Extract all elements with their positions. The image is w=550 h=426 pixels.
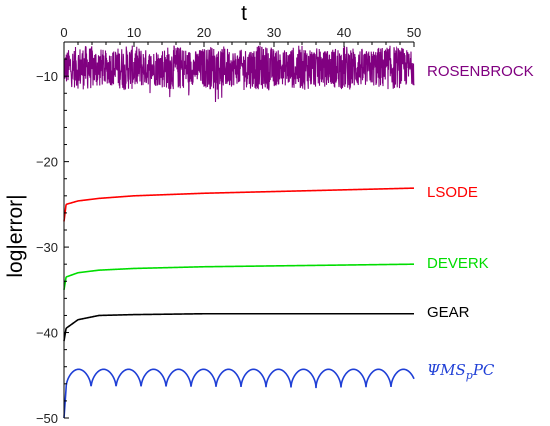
series-psims-line (63, 368, 415, 419)
series-label-psims-sub: p (466, 369, 473, 382)
x-tick-label: 50 (407, 25, 421, 40)
series-lsode-line (63, 187, 415, 222)
series-label-psims-main: ΨMS (427, 361, 466, 379)
x-tick-label: 0 (60, 25, 67, 40)
y-tick-label: −40 (36, 326, 58, 341)
series-labels: ROSENBROCK LSODE DEVERK GEAR ΨMSpPC (427, 63, 534, 382)
y-tick-label: −20 (36, 155, 58, 170)
y-tick-label: −50 (36, 411, 58, 426)
x-tick-label: 40 (337, 25, 351, 40)
x-axis-title: t (241, 2, 247, 25)
series-label-psims: ΨMSpPC (427, 361, 495, 382)
ticks-group: 0 10 20 30 40 50 −10 −20 −30 −40 −50 (36, 25, 421, 426)
series-label-psims-tail: PC (472, 361, 495, 379)
y-tick-label: −30 (36, 240, 58, 255)
series-label-lsode: LSODE (427, 184, 478, 201)
y-axis-title: log|error| (4, 194, 27, 277)
series-gear-line (63, 312, 414, 342)
y-tick-label: −10 (36, 69, 58, 84)
x-tick-label: 20 (197, 25, 211, 40)
axes-group (63, 41, 414, 418)
series-group (63, 45, 415, 419)
series-label-rosenbrock: ROSENBROCK (427, 63, 534, 80)
series-label-gear: GEAR (427, 304, 470, 321)
x-tick-label: 30 (267, 25, 281, 40)
series-rosenbrock-line (63, 45, 415, 102)
series-deverk-line (63, 263, 415, 290)
x-tick-label: 10 (127, 25, 141, 40)
series-label-deverk: DEVERK (427, 255, 489, 272)
